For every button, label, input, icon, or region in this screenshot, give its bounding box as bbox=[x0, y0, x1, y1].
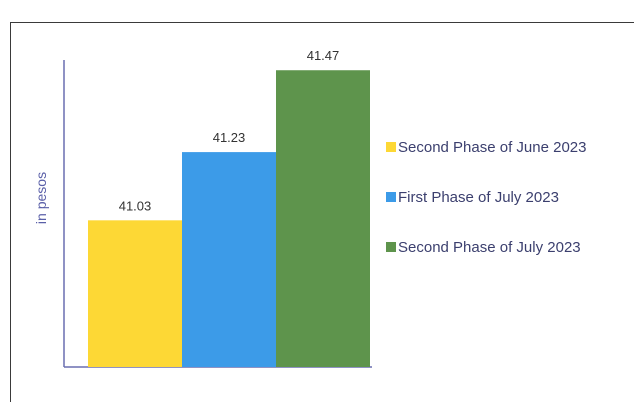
bar-value-label-3: 41.47 bbox=[307, 48, 340, 63]
chart-frame bbox=[10, 22, 634, 402]
legend-swatch-1 bbox=[386, 142, 396, 152]
legend-label-2: First Phase of July 2023 bbox=[398, 189, 559, 206]
legend-label-3: Second Phase of July 2023 bbox=[398, 239, 581, 256]
bar-1 bbox=[88, 220, 182, 367]
legend-swatch-2 bbox=[386, 192, 396, 202]
bar-chart: in pesos 41.03 41.23 41.47 Second Phase of… bbox=[33, 48, 586, 368]
bar-value-labels: 41.03 41.23 41.47 bbox=[119, 48, 340, 213]
bar-value-label-1: 41.03 bbox=[119, 198, 152, 213]
legend: Second Phase of June 2023 First Phase of … bbox=[386, 139, 586, 256]
legend-label-1: Second Phase of June 2023 bbox=[398, 139, 586, 156]
legend-swatch-3 bbox=[386, 242, 396, 252]
bar-value-label-2: 41.23 bbox=[213, 130, 246, 145]
y-axis-label: in pesos bbox=[33, 172, 49, 224]
bar-group bbox=[88, 70, 370, 367]
bar-2 bbox=[182, 152, 276, 367]
bar-3 bbox=[276, 70, 370, 367]
